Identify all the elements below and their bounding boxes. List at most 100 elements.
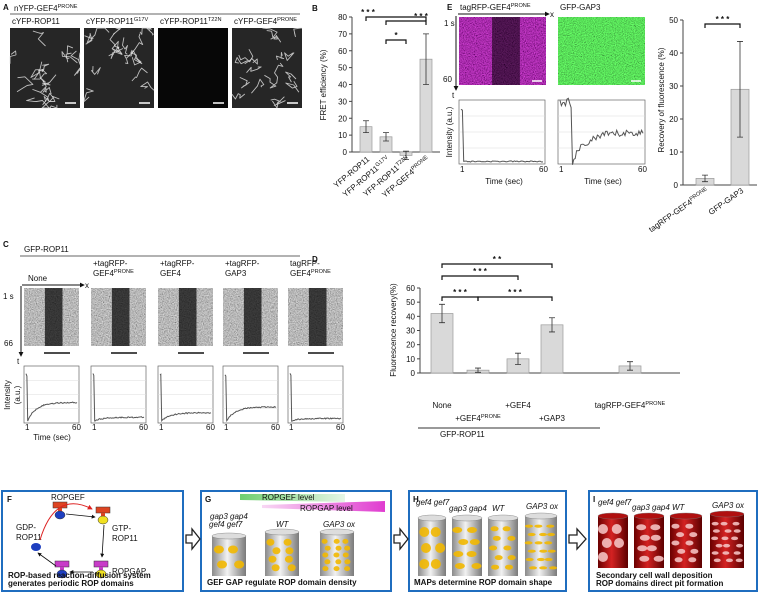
cell-outline <box>270 34 282 43</box>
cell-outline <box>270 96 285 105</box>
cell-outline <box>41 101 58 109</box>
panel-label: H <box>413 495 419 504</box>
cell-outline <box>246 66 262 73</box>
rop-domain <box>690 548 699 554</box>
group-label: GFP-ROP11 <box>440 430 485 439</box>
text-part: gef4 gef7 <box>209 520 243 529</box>
flow-arrow <box>65 513 96 519</box>
text-part: B <box>312 4 318 13</box>
rop-domain <box>342 538 349 544</box>
text-part: Time (sec) <box>485 177 523 186</box>
rop-domain <box>639 555 650 562</box>
error-bar <box>383 132 389 142</box>
rop-domain <box>268 555 277 563</box>
plot-tick: 60 <box>72 423 81 432</box>
y-tick-label: 30 <box>406 327 415 336</box>
plot-tick: 60 <box>638 165 647 174</box>
rop-domain <box>507 555 516 561</box>
text-part: ROPGAP level <box>300 504 353 513</box>
panel-label: C <box>3 240 9 249</box>
rop-domain <box>639 534 650 541</box>
plot-tick: 60 <box>139 423 148 432</box>
rop-domain <box>458 539 469 545</box>
time-label: 1 s <box>3 292 14 301</box>
rop-domain <box>549 566 558 570</box>
text-part: None <box>432 401 452 410</box>
rop-icon <box>97 515 109 525</box>
rop-domain <box>471 563 482 569</box>
column-label: None <box>28 274 48 283</box>
node-label: ROPGEF <box>51 493 85 502</box>
rop-domain <box>597 552 608 562</box>
x-tick-label: None <box>432 401 452 410</box>
genotype-label: gap3 gap4 <box>632 503 670 512</box>
rop-domain <box>492 535 501 541</box>
rop-domain <box>597 524 608 534</box>
rop-domain <box>527 532 536 537</box>
gradient-label: ROPGAP level <box>300 504 353 513</box>
text-part: Fluorescence recovery(%) <box>389 283 398 377</box>
node-label: ROPGAP <box>112 567 146 576</box>
text-part: GAP3 ox <box>712 501 745 510</box>
rop-domain <box>721 536 729 541</box>
text-part: Intensity (a.u.) <box>445 106 454 157</box>
cell-outline <box>293 27 302 38</box>
rop-domain <box>213 545 224 554</box>
cell-outline <box>272 100 286 109</box>
rop-domain <box>685 540 694 546</box>
text-part: +GEF4 <box>505 401 531 410</box>
rop-domain <box>636 524 647 531</box>
arrow <box>393 527 409 551</box>
micrograph <box>10 28 80 108</box>
panel-label: D <box>312 255 318 264</box>
cell-outline <box>9 50 17 64</box>
rop-domain <box>731 536 739 541</box>
cell-outline <box>251 78 265 94</box>
rop-domain <box>503 545 512 551</box>
y-axis-label: Recovery of fluorescence (%) <box>657 47 666 152</box>
kymograph-label: tagRFP-GEF4PRONE <box>460 3 531 12</box>
rop-icon <box>56 569 68 579</box>
flow-arrow <box>39 503 93 541</box>
text-part: nYFP-GEF4 <box>14 4 58 13</box>
text-part: ROP-based reaction-diffusion system <box>8 571 151 580</box>
genotype-label: GAP3 ox <box>323 520 356 529</box>
column-label: +tagRFP-GAP3 <box>225 259 260 278</box>
significance-label: * * * <box>361 8 376 17</box>
bleach-region <box>111 288 130 346</box>
text-part: G <box>205 495 211 504</box>
y-tick-label: 20 <box>669 115 678 124</box>
rop-domain <box>525 557 534 562</box>
panel-frame <box>200 490 392 592</box>
rop-domain <box>494 555 503 561</box>
cell-top <box>709 510 745 518</box>
text-part: I <box>593 495 595 504</box>
time-label: 66 <box>4 339 13 348</box>
superscript: PRONE <box>58 4 78 10</box>
text-part: GAP3 ox <box>526 502 559 511</box>
rop-domain <box>614 538 625 548</box>
y-tick-label: 10 <box>669 148 678 157</box>
protein-icon <box>93 560 109 568</box>
text-part: gef4 gef7 <box>416 498 450 507</box>
genotype-label: WT <box>672 503 686 512</box>
rop-domain <box>227 545 238 554</box>
cell-top <box>451 514 483 522</box>
superscript: G17V <box>134 17 149 23</box>
panel-label: F <box>7 495 12 504</box>
text-part: E <box>447 3 453 12</box>
rop-domain <box>527 549 536 553</box>
panel-label: E <box>447 3 453 12</box>
text-part: * * * <box>414 12 429 21</box>
rop-domain <box>676 532 685 538</box>
text-part: GEF4 <box>160 269 181 278</box>
node-label: GTP-ROP11 <box>112 524 138 543</box>
bleach-region <box>178 288 197 346</box>
rop-domain <box>646 545 657 552</box>
cell-top <box>487 514 519 522</box>
cell-outline <box>83 88 94 103</box>
text-part: tagRFP-GEF4 <box>647 197 694 234</box>
protein-icon <box>54 560 70 568</box>
cell-outline <box>239 76 250 89</box>
